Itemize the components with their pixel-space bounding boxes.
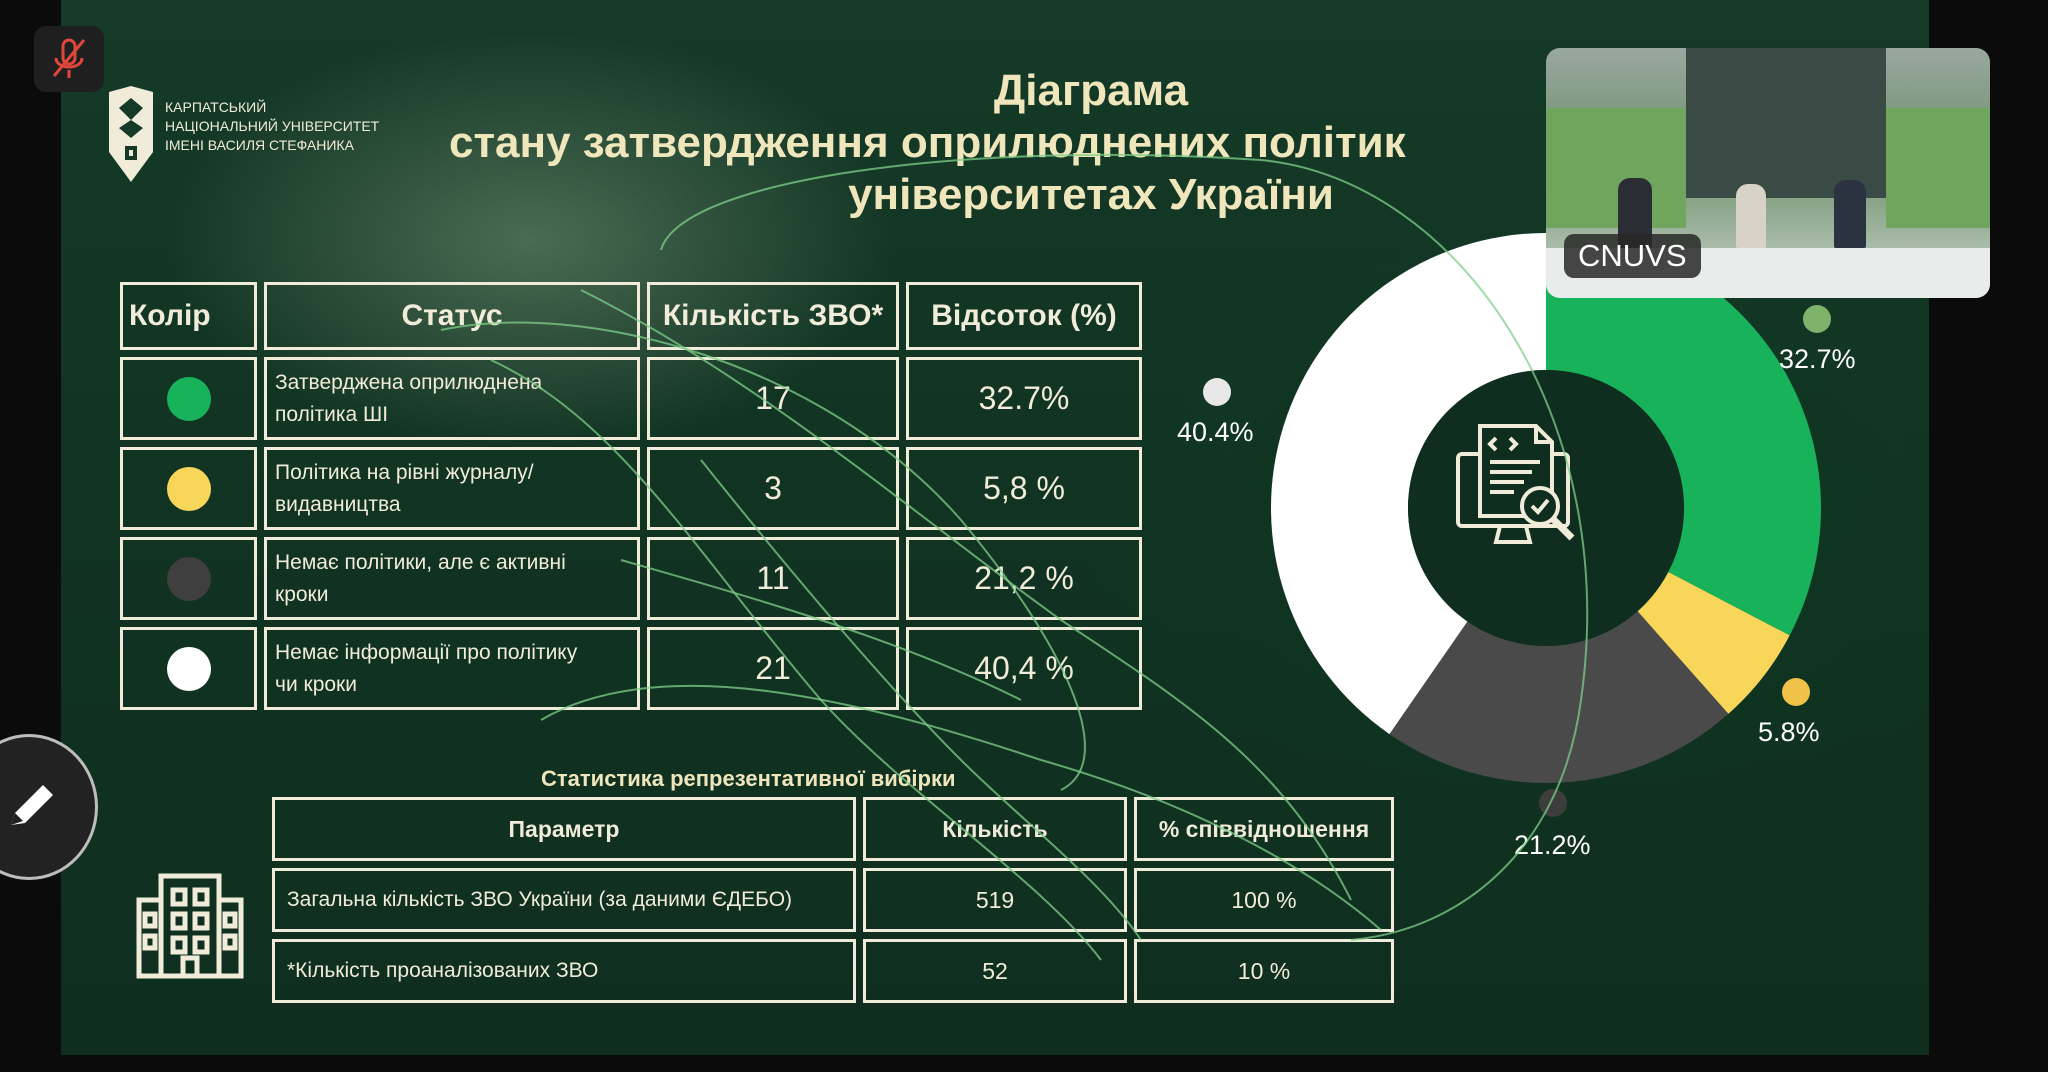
stats-table-header: Параметр Кількість % співвідношення (272, 797, 1394, 861)
chart-label-212: 21.2% (1514, 830, 1591, 860)
quantity-cell: 519 (863, 868, 1127, 932)
logo-line-1: КАРПАТСЬКИЙ (165, 99, 267, 115)
header-ratio: % співвідношення (1134, 797, 1394, 861)
slice-journal-policy (1637, 571, 1790, 714)
header-status: Статус (264, 282, 640, 350)
university-crest-icon (109, 86, 153, 182)
logo-line-3: ІМЕНІ ВАСИЛЯ СТЕФАНИКА (165, 137, 354, 153)
table-row: Політика на рівні журналу/видавництва 3 … (120, 447, 1142, 530)
university-logo: КАРПАТСЬКИЙ НАЦІОНАЛЬНИЙ УНІВЕРСИТЕТ ІМЕ… (105, 86, 405, 186)
percent-cell: 5,8 % (906, 447, 1142, 530)
table-row: Затверджена оприлюднена політика ШІ 17 32… (120, 357, 1142, 440)
label-dot-white (1203, 378, 1231, 406)
video-green-wall-left (1546, 108, 1686, 228)
status-cell: Політика на рівні журналу/видавництва (264, 447, 640, 530)
legend-dot-green (166, 376, 211, 421)
mic-muted-icon (52, 38, 86, 78)
mic-muted-button[interactable] (34, 26, 104, 92)
header-color: Колір (120, 282, 257, 350)
legend-color-cell (120, 627, 257, 710)
chart-label-404: 40.4% (1177, 417, 1254, 447)
count-cell: 17 (647, 357, 899, 440)
slice-approved-policy (1546, 233, 1821, 636)
label-dot-yellow (1782, 678, 1810, 706)
label-dot-gray (1539, 789, 1567, 817)
legend-color-cell (120, 357, 257, 440)
table-row: *Кількість проаналізованих ЗВО 52 10 % (272, 939, 1394, 1003)
parameter-cell: *Кількість проаналізованих ЗВО (272, 939, 856, 1003)
chart-label-327: 32.7% (1779, 344, 1856, 374)
parameter-cell: Загальна кількість ЗВО України (за даним… (272, 868, 856, 932)
status-cell: Немає політики, але є активні кроки (264, 537, 640, 620)
slide-title-line-1: Діаграма (993, 66, 1189, 115)
legend-color-cell (120, 447, 257, 530)
pencil-icon (11, 785, 53, 825)
chart-label-58: 5.8% (1758, 717, 1820, 747)
legend-dot-dark-gray (166, 556, 211, 601)
header-count: Кількість ЗВО* (647, 282, 899, 350)
status-table-header: Колір Статус Кількість ЗВО* Відсоток (%) (120, 282, 1142, 350)
video-backdrop-wall (1686, 48, 1886, 198)
percent-cell: 32.7% (906, 357, 1142, 440)
slide-title-line-2: стану затвердження оприлюднених політик (449, 118, 1406, 167)
header-percent: Відсоток (%) (906, 282, 1142, 350)
camera-thumbnail[interactable]: CNUVS (1546, 48, 1990, 298)
quantity-cell: 52 (863, 939, 1127, 1003)
status-table: Колір Статус Кількість ЗВО* Відсоток (%)… (113, 275, 1149, 717)
logo-line-2: НАЦІОНАЛЬНИЙ УНІВЕРСИТЕТ (165, 118, 380, 134)
legend-dot-yellow (166, 466, 211, 511)
ratio-cell: 100 % (1134, 868, 1394, 932)
legend-color-cell (120, 537, 257, 620)
label-dot-green (1803, 305, 1831, 333)
legend-dot-white (166, 646, 211, 691)
status-cell: Затверджена оприлюднена політика ШІ (264, 357, 640, 440)
table-row: Загальна кількість ЗВО України (за даним… (272, 868, 1394, 932)
ratio-cell: 10 % (1134, 939, 1394, 1003)
stats-table: Параметр Кількість % співвідношення Зага… (265, 790, 1401, 1010)
video-green-wall-right (1886, 108, 1990, 228)
slide-title-line-3: університетах України (848, 170, 1334, 219)
header-quantity: Кількість (863, 797, 1127, 861)
status-cell: Немає інформації про політику чи кроки (264, 627, 640, 710)
stats-title: Статистика репрезентативної вибірки (541, 766, 956, 791)
table-row: Немає інформації про політику чи кроки 21… (120, 627, 1142, 710)
percent-cell: 40,4 % (906, 627, 1142, 710)
count-cell: 21 (647, 627, 899, 710)
video-person-2 (1736, 184, 1766, 248)
count-cell: 11 (647, 537, 899, 620)
header-parameter: Параметр (272, 797, 856, 861)
table-row: Немає політики, але є активні кроки 11 21… (120, 537, 1142, 620)
video-person-3 (1834, 180, 1866, 248)
document-code-search-icon (1456, 424, 1575, 544)
camera-name-badge: CNUVS (1564, 234, 1701, 278)
count-cell: 3 (647, 447, 899, 530)
percent-cell: 21,2 % (906, 537, 1142, 620)
building-icon (136, 873, 244, 979)
